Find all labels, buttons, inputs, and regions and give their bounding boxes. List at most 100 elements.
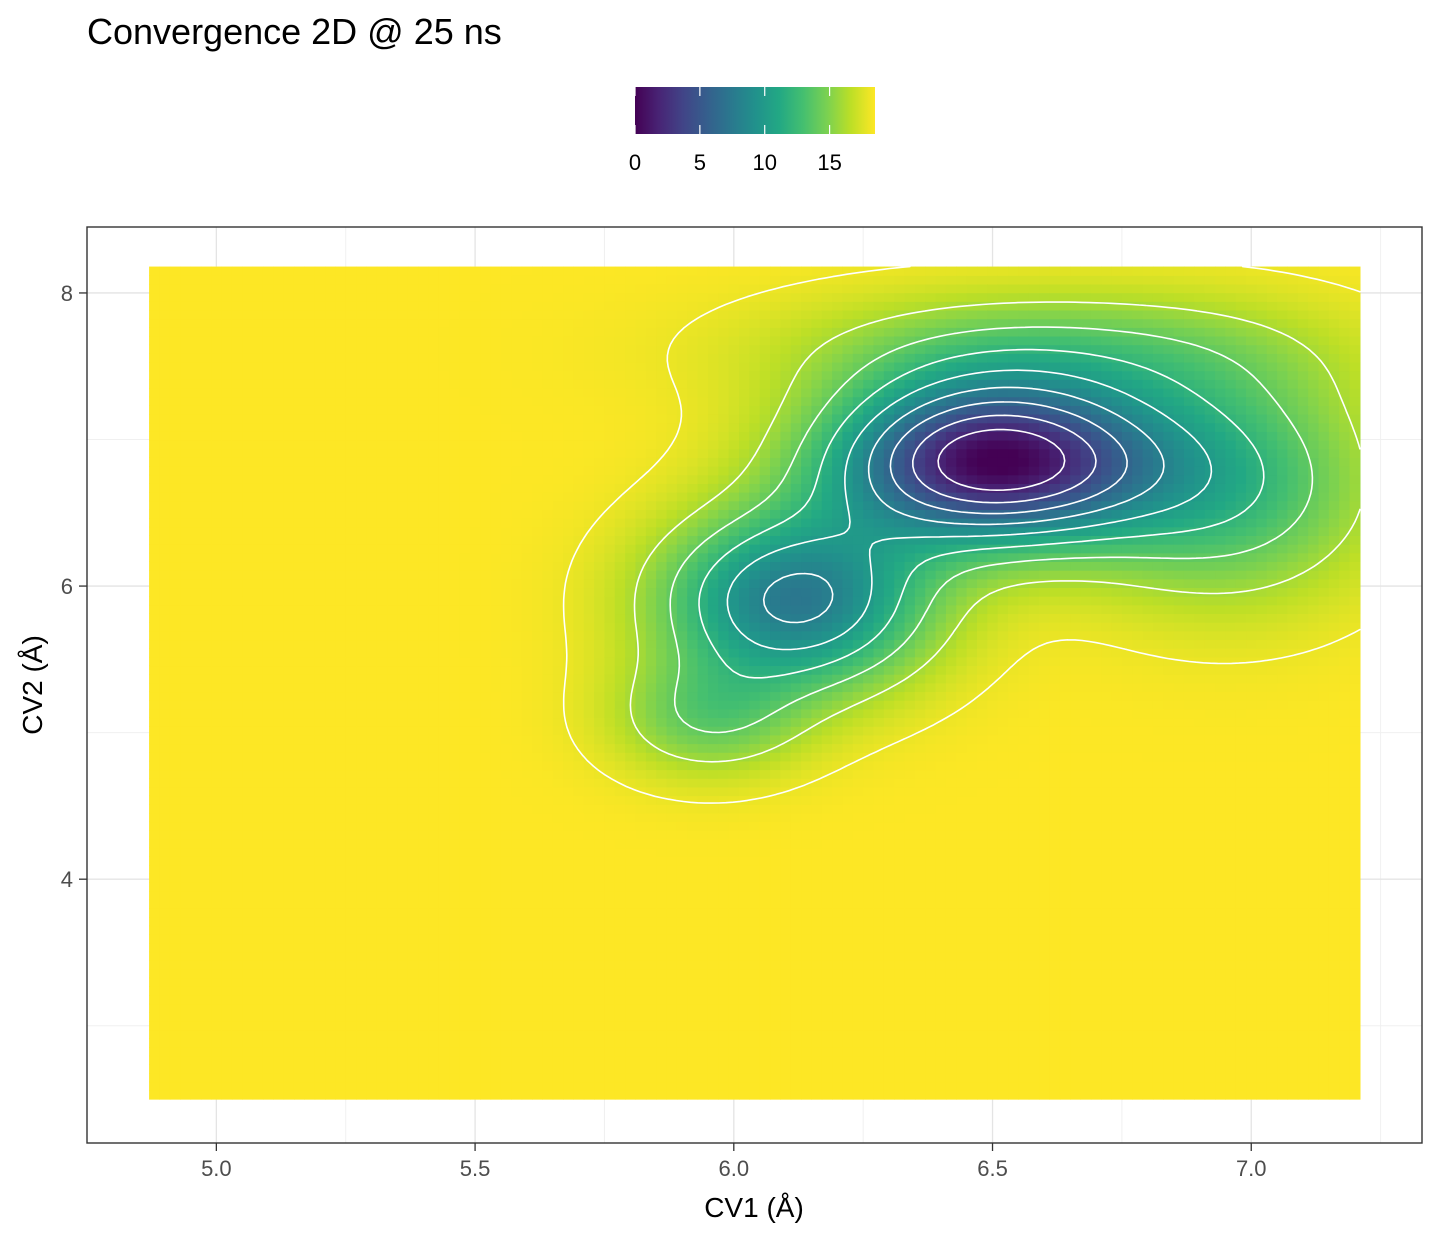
heat-cell — [231, 492, 243, 502]
heat-cell — [511, 856, 523, 866]
heat-cell — [387, 847, 399, 857]
heat-cell — [376, 743, 388, 753]
heat-cell — [428, 968, 440, 979]
heat-cell — [180, 665, 192, 675]
heat-cell — [552, 648, 564, 658]
heat-cell — [190, 630, 202, 641]
heat-cell — [190, 942, 202, 953]
heat-cell — [594, 466, 606, 476]
heat-cell — [614, 1020, 626, 1031]
heat-cell — [221, 552, 233, 563]
heat-cell — [314, 535, 326, 545]
heat-cell — [542, 379, 554, 389]
heat-cell — [283, 492, 295, 502]
heat-cell — [645, 1020, 657, 1031]
heat-cell — [273, 1081, 285, 1091]
heat-cell — [500, 691, 512, 701]
heat-cell — [500, 934, 512, 944]
heat-cell — [262, 301, 274, 311]
heat-cell — [221, 596, 233, 606]
heat-cell — [376, 1055, 388, 1065]
heat-cell — [511, 266, 523, 276]
heat-cell — [169, 301, 181, 311]
heat-cell — [366, 422, 378, 432]
heat-cell — [480, 275, 492, 285]
heat-cell — [625, 518, 637, 528]
heat-cell — [542, 630, 554, 641]
heat-cell — [656, 509, 668, 519]
heat-cell — [283, 726, 295, 736]
heat-cell — [469, 717, 481, 727]
heat-cell — [500, 1029, 512, 1039]
heat-cell — [262, 656, 274, 667]
heat-cell — [262, 977, 274, 987]
heat-cell — [242, 413, 254, 424]
heat-cell — [625, 994, 637, 1005]
heat-cell — [149, 622, 161, 632]
heat-cell — [573, 665, 585, 675]
heat-cell — [459, 1038, 471, 1048]
heat-cell — [169, 1038, 181, 1048]
heat-cell — [356, 734, 368, 745]
heat-cell — [304, 1012, 316, 1022]
heat-cell — [252, 743, 264, 753]
heat-cell — [242, 552, 254, 563]
heat-cell — [635, 266, 647, 276]
heat-cell — [407, 951, 419, 961]
heat-cell — [428, 648, 440, 658]
heat-cell — [231, 596, 243, 606]
heat-cell — [521, 925, 533, 935]
heat-cell — [335, 578, 347, 589]
heat-cell — [480, 500, 492, 510]
heat-cell — [283, 604, 295, 615]
heat-cell — [273, 986, 285, 996]
heat-cell — [511, 596, 523, 606]
heat-cell — [428, 838, 440, 849]
heat-cell — [169, 396, 181, 406]
heat-cell — [407, 812, 419, 823]
heat-cell — [500, 821, 512, 831]
heat-cell — [511, 986, 523, 996]
heat-cell — [532, 743, 543, 753]
heat-cell — [532, 1029, 543, 1039]
heat-cell — [542, 1003, 554, 1013]
heat-cell — [583, 1090, 595, 1100]
heat-cell — [325, 1064, 336, 1074]
heat-cell — [211, 726, 223, 736]
heat-cell — [459, 535, 471, 545]
heat-cell — [356, 361, 368, 372]
heat-cell — [149, 804, 161, 814]
heat-cell — [366, 526, 378, 536]
heat-cell — [345, 492, 357, 502]
heat-cell — [231, 422, 243, 432]
heat-cell — [552, 1055, 564, 1065]
heat-cell — [221, 518, 233, 528]
heat-cell — [273, 916, 285, 927]
heat-cell — [376, 864, 388, 875]
heat-cell — [438, 864, 450, 875]
heat-cell — [418, 986, 430, 996]
heat-cell — [583, 405, 595, 415]
heat-cell — [283, 413, 295, 424]
heat-cell — [583, 838, 595, 849]
heat-cell — [635, 856, 647, 866]
heat-cell — [428, 361, 440, 372]
heat-cell — [273, 283, 285, 294]
heat-cell — [366, 1029, 378, 1039]
heat-cell — [511, 309, 523, 320]
heat-cell — [490, 830, 502, 840]
heat-cell — [149, 700, 161, 710]
heat-cell — [418, 318, 430, 328]
heat-cell — [635, 960, 647, 970]
heat-cell — [190, 968, 202, 979]
heat-cell — [542, 968, 554, 979]
heat-cell — [583, 908, 595, 918]
heat-cell — [159, 604, 171, 615]
heat-cell — [645, 804, 657, 814]
heat-cell — [676, 1073, 688, 1083]
heat-cell — [345, 1081, 357, 1091]
heat-cell — [542, 318, 554, 328]
heat-cell — [542, 396, 554, 406]
heat-cell — [387, 275, 399, 285]
heat-cell — [190, 466, 202, 476]
